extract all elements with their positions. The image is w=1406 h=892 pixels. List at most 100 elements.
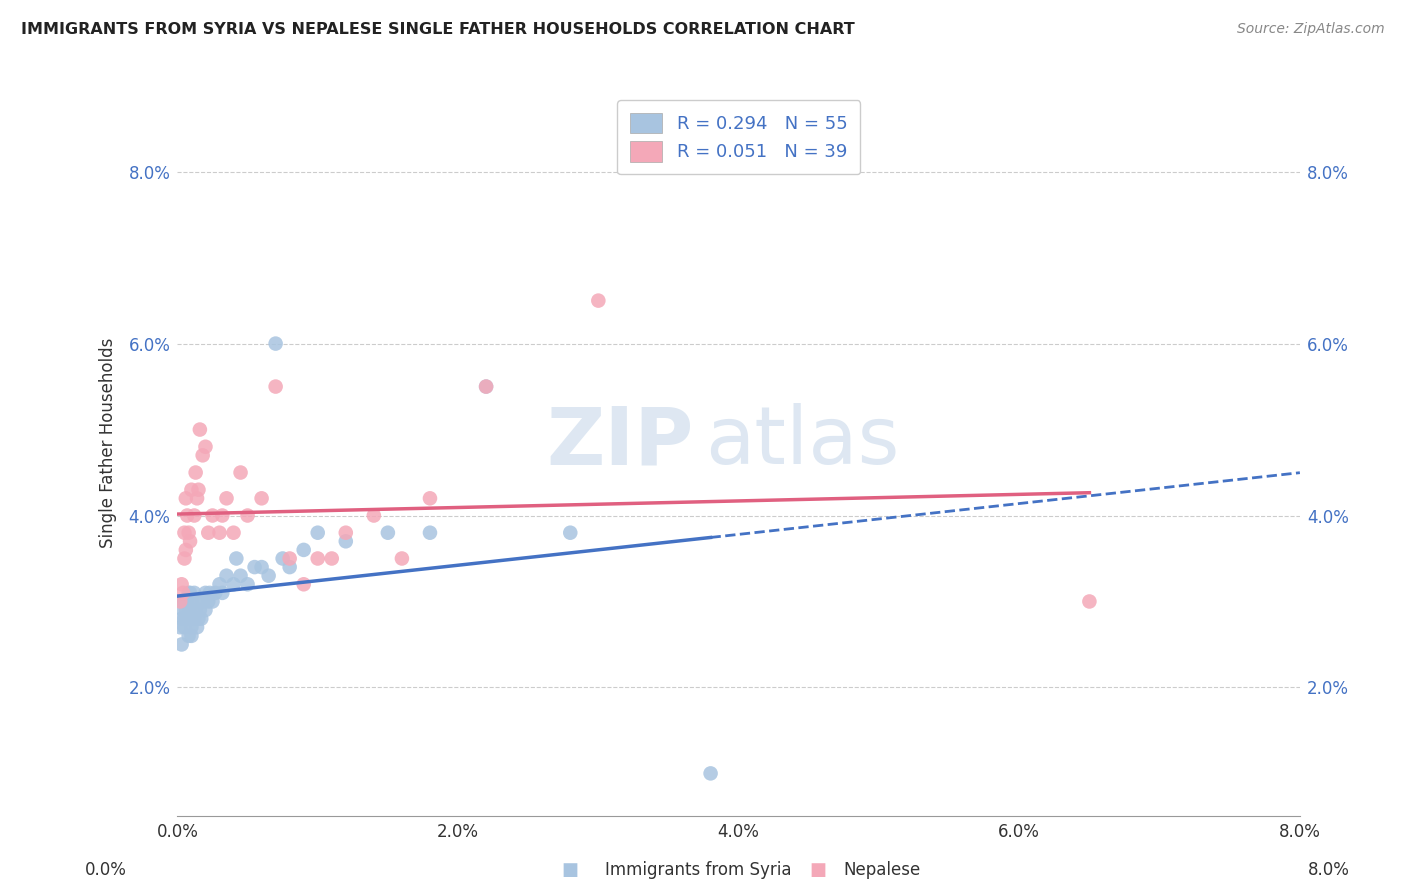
Text: 8.0%: 8.0%: [1308, 861, 1350, 879]
Point: [180, 629, 202, 643]
Point: [173, 612, 195, 626]
Point: [179, 603, 201, 617]
Point: [172, 586, 194, 600]
Point: [211, 508, 233, 523]
Text: 0.0%: 0.0%: [84, 861, 127, 879]
Point: [174, 603, 197, 617]
Point: [475, 379, 498, 393]
Point: [236, 508, 259, 523]
Point: [215, 491, 238, 506]
Point: [243, 560, 266, 574]
Point: [278, 551, 301, 566]
Text: atlas: atlas: [704, 403, 900, 482]
Point: [307, 551, 329, 566]
Point: [335, 534, 357, 549]
Point: [176, 612, 198, 626]
Point: [222, 577, 245, 591]
Point: [1078, 594, 1101, 608]
Point: [229, 568, 252, 582]
Point: [172, 594, 194, 608]
Point: [180, 483, 202, 497]
Point: [419, 491, 441, 506]
Point: [419, 525, 441, 540]
Point: [204, 586, 226, 600]
Point: [176, 594, 198, 608]
Point: [211, 586, 233, 600]
Point: [236, 577, 259, 591]
Point: [191, 448, 214, 462]
Point: [183, 508, 205, 523]
Point: [173, 525, 195, 540]
Point: [172, 603, 194, 617]
Point: [475, 379, 498, 393]
Point: [179, 534, 201, 549]
Point: [176, 508, 198, 523]
Point: [560, 525, 582, 540]
Point: [174, 491, 197, 506]
Text: Immigrants from Syria: Immigrants from Syria: [605, 861, 792, 879]
Point: [180, 620, 202, 634]
Point: [198, 586, 221, 600]
Point: [215, 568, 238, 582]
Point: [174, 542, 197, 557]
Text: Nepalese: Nepalese: [844, 861, 921, 879]
Text: ■: ■: [561, 861, 578, 879]
Point: [186, 620, 208, 634]
Point: [197, 525, 219, 540]
Point: [187, 594, 209, 608]
Point: [264, 336, 287, 351]
Point: [183, 612, 205, 626]
Point: [188, 603, 211, 617]
Point: [174, 594, 197, 608]
Point: [187, 612, 209, 626]
Point: [208, 525, 231, 540]
Y-axis label: Single Father Households: Single Father Households: [100, 337, 117, 548]
Point: [307, 525, 329, 540]
Point: [208, 577, 231, 591]
Point: [222, 525, 245, 540]
Point: [292, 577, 315, 591]
Point: [170, 612, 193, 626]
Point: [173, 594, 195, 608]
Text: ZIP: ZIP: [547, 403, 693, 482]
Point: [335, 525, 357, 540]
Point: [201, 508, 224, 523]
Point: [184, 466, 207, 480]
Point: [169, 594, 191, 608]
Point: [699, 766, 721, 780]
Point: [588, 293, 610, 308]
Point: [264, 379, 287, 393]
Point: [194, 586, 217, 600]
Point: [194, 440, 217, 454]
Point: [186, 491, 208, 506]
Point: [187, 483, 209, 497]
Point: [170, 577, 193, 591]
Text: IMMIGRANTS FROM SYRIA VS NEPALESE SINGLE FATHER HOUSEHOLDS CORRELATION CHART: IMMIGRANTS FROM SYRIA VS NEPALESE SINGLE…: [21, 22, 855, 37]
Point: [173, 551, 195, 566]
Point: [177, 525, 200, 540]
Point: [377, 525, 399, 540]
Point: [170, 637, 193, 651]
Point: [391, 551, 413, 566]
Legend: R = 0.294   N = 55, R = 0.051   N = 39: R = 0.294 N = 55, R = 0.051 N = 39: [617, 100, 860, 174]
Point: [177, 586, 200, 600]
Point: [191, 594, 214, 608]
Point: [278, 560, 301, 574]
Point: [250, 560, 273, 574]
Point: [229, 466, 252, 480]
Point: [188, 423, 211, 437]
Point: [257, 568, 280, 582]
Point: [271, 551, 294, 566]
Point: [201, 594, 224, 608]
Text: Source: ZipAtlas.com: Source: ZipAtlas.com: [1237, 22, 1385, 37]
Point: [180, 594, 202, 608]
Point: [184, 603, 207, 617]
Point: [194, 603, 217, 617]
Point: [169, 620, 191, 634]
Point: [197, 594, 219, 608]
Point: [179, 586, 201, 600]
Point: [173, 620, 195, 634]
Point: [321, 551, 343, 566]
Text: ■: ■: [810, 861, 827, 879]
Point: [183, 586, 205, 600]
